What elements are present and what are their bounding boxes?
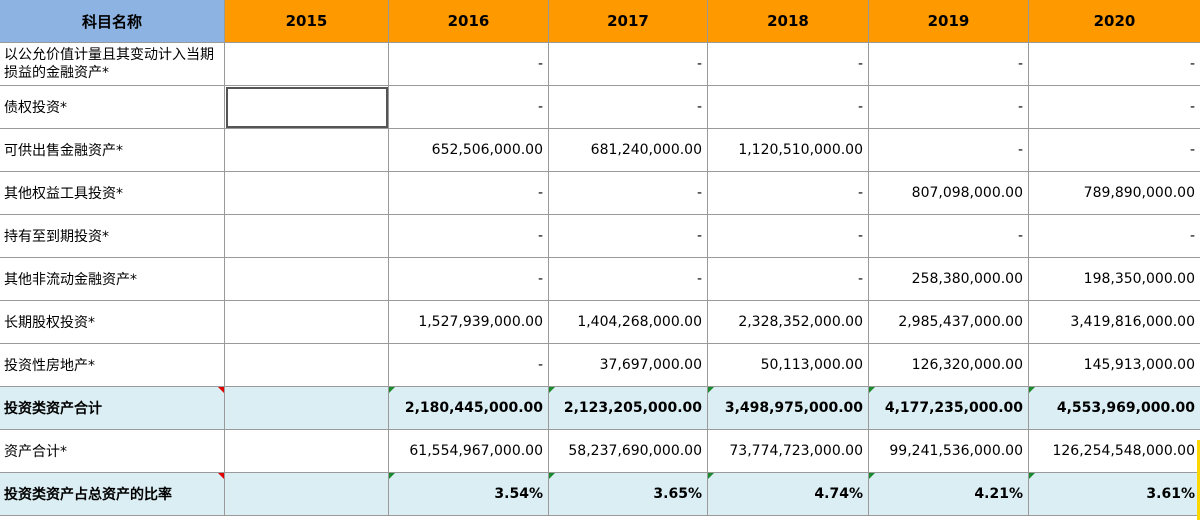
value-cell[interactable]: - [389, 43, 549, 86]
table-row: 债权投资* - - - - - [0, 86, 1200, 129]
value-cell[interactable]: - [708, 43, 869, 86]
value-cell[interactable] [225, 344, 389, 387]
header-year-cell[interactable]: 2018 [708, 0, 869, 43]
value-cell[interactable] [225, 129, 389, 172]
row-label-cell[interactable]: 其他权益工具投资* [0, 172, 225, 215]
value-cell[interactable]: 145,913,000.00 [1029, 344, 1200, 387]
value-cell[interactable]: 681,240,000.00 [549, 129, 708, 172]
header-year-cell[interactable]: 2019 [869, 0, 1029, 43]
value-cell[interactable] [225, 430, 389, 473]
value-cell[interactable]: - [549, 215, 708, 258]
value-cell[interactable] [225, 43, 389, 86]
value-cell[interactable]: - [389, 215, 549, 258]
value-cell[interactable]: 2,985,437,000.00 [869, 301, 1029, 344]
value-cell[interactable]: 126,254,548,000.00 [1029, 430, 1200, 473]
value-cell[interactable] [225, 473, 389, 516]
value-cell[interactable]: 4.21% [869, 473, 1029, 516]
value-cell[interactable]: - [1029, 86, 1200, 129]
value-cell[interactable]: 652,506,000.00 [389, 129, 549, 172]
table-row: 可供出售金融资产* 652,506,000.00 681,240,000.00 … [0, 129, 1200, 172]
value-cell[interactable]: - [708, 215, 869, 258]
value-cell[interactable]: 3,498,975,000.00 [708, 387, 869, 430]
header-year-cell[interactable]: 2016 [389, 0, 549, 43]
value-cell[interactable]: 789,890,000.00 [1029, 172, 1200, 215]
table-row: 其他权益工具投资* - - - 807,098,000.00 789,890,0… [0, 172, 1200, 215]
row-label-cell[interactable]: 资产合计* [0, 430, 225, 473]
header-name-cell[interactable]: 科目名称 [0, 0, 225, 43]
value-cell[interactable]: 1,404,268,000.00 [549, 301, 708, 344]
value-cell[interactable] [225, 172, 389, 215]
value-cell[interactable]: - [549, 86, 708, 129]
value-cell[interactable]: 99,241,536,000.00 [869, 430, 1029, 473]
selected-cell[interactable] [225, 86, 389, 129]
value-cell[interactable]: 2,180,445,000.00 [389, 387, 549, 430]
row-label-cell[interactable]: 债权投资* [0, 86, 225, 129]
value-cell[interactable]: - [869, 43, 1029, 86]
value-cell[interactable]: 50,113,000.00 [708, 344, 869, 387]
value-cell[interactable]: 37,697,000.00 [549, 344, 708, 387]
header-row: 科目名称 2015 2016 2017 2018 2019 2020 [0, 0, 1200, 43]
table-row: 以公允价值计量且其变动计入当期损益的金融资产* - - - - - [0, 43, 1200, 86]
value-cell[interactable]: 2,328,352,000.00 [708, 301, 869, 344]
value-cell[interactable]: - [389, 258, 549, 301]
value-cell[interactable]: 73,774,723,000.00 [708, 430, 869, 473]
value-cell[interactable]: - [1029, 215, 1200, 258]
value-cell[interactable]: 58,237,690,000.00 [549, 430, 708, 473]
value-cell[interactable]: 807,098,000.00 [869, 172, 1029, 215]
row-label-cell[interactable]: 持有至到期投资* [0, 215, 225, 258]
table-row: 长期股权投资* 1,527,939,000.00 1,404,268,000.0… [0, 301, 1200, 344]
value-cell[interactable]: 1,527,939,000.00 [389, 301, 549, 344]
value-cell[interactable]: 126,320,000.00 [869, 344, 1029, 387]
table-row: 持有至到期投资* - - - - - [0, 215, 1200, 258]
header-year-cell[interactable]: 2015 [225, 0, 389, 43]
value-cell[interactable]: 3.61% [1029, 473, 1200, 516]
value-cell[interactable]: - [1029, 43, 1200, 86]
value-cell[interactable]: 3.54% [389, 473, 549, 516]
total-row: 投资类资产合计 2,180,445,000.00 2,123,205,000.0… [0, 387, 1200, 430]
header-year-cell[interactable]: 2020 [1029, 0, 1200, 43]
value-cell[interactable]: - [869, 129, 1029, 172]
table-row: 投资性房地产* - 37,697,000.00 50,113,000.00 12… [0, 344, 1200, 387]
value-cell[interactable]: 258,380,000.00 [869, 258, 1029, 301]
value-cell[interactable]: 4.74% [708, 473, 869, 516]
row-label-cell[interactable]: 投资性房地产* [0, 344, 225, 387]
value-cell[interactable]: - [708, 172, 869, 215]
value-cell[interactable]: - [389, 344, 549, 387]
value-cell[interactable]: 4,177,235,000.00 [869, 387, 1029, 430]
value-cell[interactable]: - [549, 43, 708, 86]
ratio-row: 投资类资产占总资产的比率 3.54% 3.65% 4.74% 4.21% 3.6… [0, 473, 1200, 516]
value-cell[interactable]: 61,554,967,000.00 [389, 430, 549, 473]
row-label-cell[interactable]: 以公允价值计量且其变动计入当期损益的金融资产* [0, 43, 225, 86]
value-cell[interactable] [225, 387, 389, 430]
value-cell[interactable]: - [549, 172, 708, 215]
value-cell[interactable]: - [869, 215, 1029, 258]
value-cell[interactable] [225, 301, 389, 344]
header-year-cell[interactable]: 2017 [549, 0, 708, 43]
value-cell[interactable]: 2,123,205,000.00 [549, 387, 708, 430]
value-cell[interactable]: - [708, 258, 869, 301]
value-cell[interactable]: 4,553,969,000.00 [1029, 387, 1200, 430]
value-cell[interactable]: 3,419,816,000.00 [1029, 301, 1200, 344]
table-row: 其他非流动金融资产* - - - 258,380,000.00 198,350,… [0, 258, 1200, 301]
value-cell[interactable]: - [549, 258, 708, 301]
value-cell[interactable]: - [708, 86, 869, 129]
value-cell[interactable]: 1,120,510,000.00 [708, 129, 869, 172]
value-cell[interactable]: 3.65% [549, 473, 708, 516]
value-cell[interactable]: 198,350,000.00 [1029, 258, 1200, 301]
row-label-cell[interactable]: 可供出售金融资产* [0, 129, 225, 172]
row-label-cell[interactable]: 其他非流动金融资产* [0, 258, 225, 301]
value-cell[interactable] [225, 215, 389, 258]
value-cell[interactable]: - [869, 86, 1029, 129]
row-label-cell[interactable]: 投资类资产合计 [0, 387, 225, 430]
value-cell[interactable] [225, 258, 389, 301]
value-cell[interactable]: - [389, 172, 549, 215]
value-cell[interactable]: - [389, 86, 549, 129]
table-row: 资产合计* 61,554,967,000.00 58,237,690,000.0… [0, 430, 1200, 473]
right-edge-marker [1197, 440, 1200, 520]
row-label-cell[interactable]: 长期股权投资* [0, 301, 225, 344]
row-label-cell[interactable]: 投资类资产占总资产的比率 [0, 473, 225, 516]
value-cell[interactable]: - [1029, 129, 1200, 172]
